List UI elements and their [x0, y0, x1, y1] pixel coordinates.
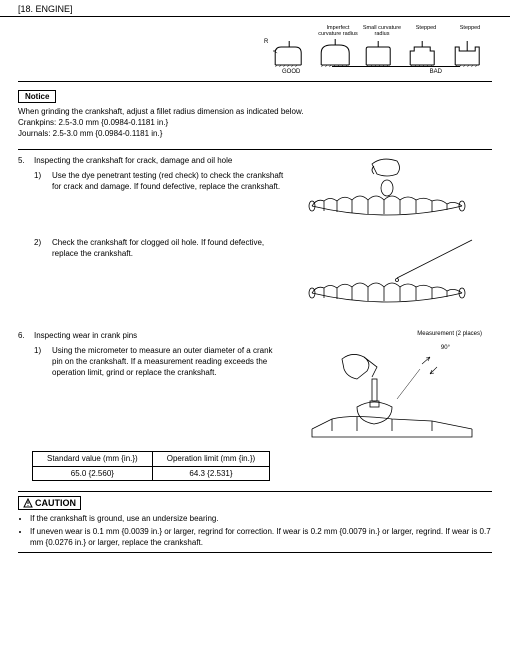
step6-sub1-text: Using the micrometer to measure an outer…: [52, 346, 284, 378]
crankshaft-oilhole-illustration: [302, 238, 482, 313]
step6-num: 6.: [18, 331, 34, 342]
micrometer-illustration: [302, 349, 482, 439]
step5-sub1-num: 1): [34, 171, 52, 193]
step6-sub1-num: 1): [34, 346, 52, 378]
label-good: GOOD: [282, 69, 300, 75]
diag-label: [272, 25, 316, 37]
diag-label: Imperfect curvature radius: [316, 25, 360, 37]
caution-item: If uneven wear is 0.1 mm {0.0039 in.} or…: [30, 527, 492, 549]
step5-sub1-text: Use the dye penetrant testing (red check…: [52, 171, 284, 193]
meas-label: Measurement (2 places): [417, 331, 482, 337]
step5-sub2-num: 2): [34, 238, 52, 260]
td-standard: 65.0 {2.560}: [33, 467, 153, 481]
diag-label: Stepped: [448, 25, 492, 37]
th-standard: Standard value (mm {in.}): [33, 452, 153, 467]
shape-imperfect: [316, 39, 358, 67]
notice-body: When grinding the crankshaft, adjust a f…: [18, 107, 492, 139]
shape-stepped1: [405, 39, 447, 67]
step5-sub2-text: Check the crankshaft for clogged oil hol…: [52, 238, 284, 260]
diag-label: Stepped: [404, 25, 448, 37]
notice-line: When grinding the crankshaft, adjust a f…: [18, 107, 492, 118]
label-bad: BAD: [430, 69, 442, 75]
notice-title: Notice: [18, 90, 56, 103]
diag-label: Small curvature radius: [360, 25, 404, 37]
warning-icon: [23, 498, 33, 508]
shape-stepped2: [450, 39, 492, 67]
caution-item: If the crankshaft is ground, use an unde…: [30, 514, 492, 525]
fillet-diagram: R Imperfect curvature radius Small curva…: [18, 25, 492, 75]
step5-title: Inspecting the crankshaft for crack, dam…: [34, 156, 284, 167]
caution-title: CAUTION: [18, 496, 81, 510]
meas-angle: 90°: [441, 345, 450, 351]
section-label: [18. ENGINE]: [18, 4, 73, 14]
spec-table: Standard value (mm {in.}) Operation limi…: [32, 451, 492, 481]
crankshaft-dye-illustration: [302, 156, 482, 226]
notice-journals: Journals: 2.5-3.0 mm {0.0984-0.1181 in.}: [18, 129, 492, 140]
shape-good: [272, 39, 314, 67]
step5-num: 5.: [18, 156, 34, 167]
step6-title: Inspecting wear in crank pins: [34, 331, 284, 342]
caution-list: If the crankshaft is ground, use an unde…: [18, 514, 492, 548]
th-limit: Operation limit (mm {in.}): [152, 452, 269, 467]
td-limit: 64.3 {2.531}: [152, 467, 269, 481]
shape-small-radius: [361, 39, 403, 67]
notice-crankpins: Crankpins: 2.5-3.0 mm {0.0984-0.1181 in.…: [18, 118, 492, 129]
r-label: R: [264, 39, 268, 45]
